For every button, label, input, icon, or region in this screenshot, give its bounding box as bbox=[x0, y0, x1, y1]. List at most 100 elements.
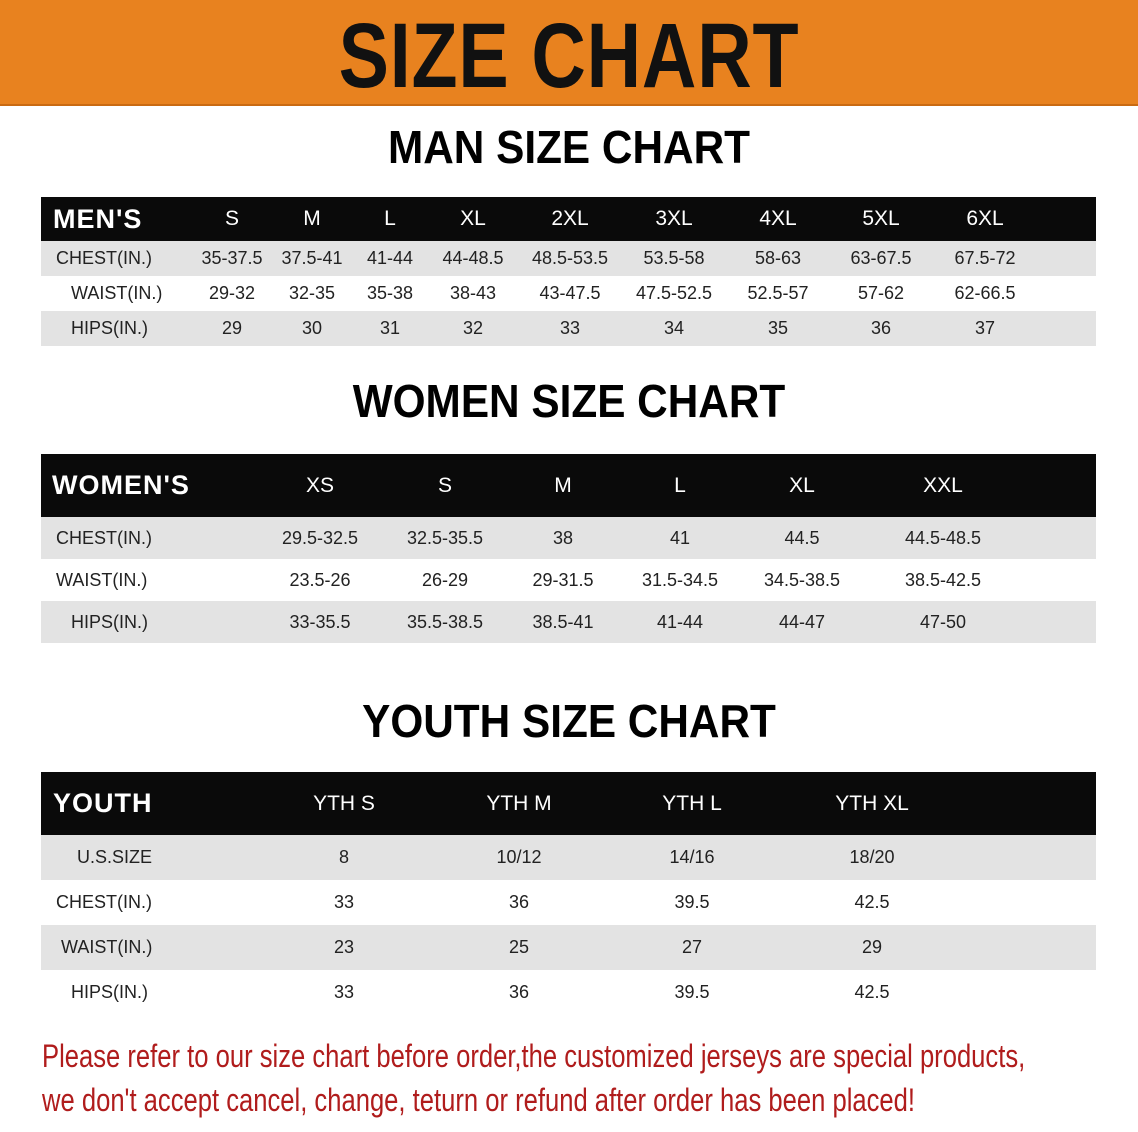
measurement-value: 23 bbox=[333, 937, 355, 957]
measurement-value: 47-50 bbox=[919, 611, 967, 632]
measurement-value: 53.5-58 bbox=[643, 248, 705, 268]
men-section-title: MAN SIZE CHART bbox=[387, 121, 751, 173]
women-section-title: WOMEN SIZE CHART bbox=[352, 375, 786, 427]
size-header-cell: L bbox=[384, 207, 396, 230]
measurement-value: 27 bbox=[681, 937, 703, 957]
size-header-cell: 5XL bbox=[862, 207, 900, 230]
measurement-label: CHEST(IN.) bbox=[56, 248, 152, 268]
men-size-table: MEN'S S M L XL 2XL 3XL 4XL 5XL 6XL CHEST(IN.) 35-37… bbox=[41, 197, 1096, 346]
measurement-value: 39.5 bbox=[674, 982, 710, 1002]
table-header-row: WOMEN'S XS S M L XL XXL bbox=[41, 454, 1096, 517]
measurement-value: 32-35 bbox=[288, 283, 336, 303]
measurement-value: 33 bbox=[559, 318, 581, 338]
banner-title: SIZE CHART bbox=[338, 5, 800, 107]
banner: SIZE CHART bbox=[0, 0, 1138, 107]
measurement-value: 10/12 bbox=[496, 847, 542, 867]
measurement-value: 30 bbox=[301, 318, 323, 338]
measurement-label: CHEST(IN.) bbox=[56, 527, 152, 548]
measurement-value: 44-48.5 bbox=[442, 248, 504, 268]
size-header-cell: M bbox=[554, 473, 572, 497]
measurement-label: U.S.SIZE bbox=[77, 847, 153, 867]
measurement-value: 48.5-53.5 bbox=[531, 248, 609, 268]
measurement-value: 33 bbox=[333, 982, 355, 1002]
measurement-value: 34.5-38.5 bbox=[763, 569, 841, 590]
measurement-value: 47.5-52.5 bbox=[635, 283, 713, 303]
measurement-value: 42.5 bbox=[854, 982, 890, 1002]
measurement-value: 67.5-72 bbox=[954, 248, 1016, 268]
table-header-row: YOUTH YTH S YTH M YTH L YTH XL bbox=[41, 772, 1096, 835]
table-title-cell: MEN'S bbox=[53, 203, 143, 234]
table-title-cell: WOMEN'S bbox=[52, 470, 190, 500]
size-header-cell: XL bbox=[460, 207, 486, 230]
table-header-row: MEN'S S M L XL 2XL 3XL 4XL 5XL 6XL bbox=[41, 197, 1096, 241]
measurement-label: HIPS(IN.) bbox=[71, 611, 149, 632]
measurement-label: WAIST(IN.) bbox=[61, 937, 153, 957]
measurement-label: WAIST(IN.) bbox=[71, 283, 163, 303]
measurement-value: 32.5-35.5 bbox=[406, 527, 484, 548]
measurement-value: 31 bbox=[379, 318, 401, 338]
table-row: HIPS(IN.) 29 30 31 32 33 34 35 36 37 bbox=[41, 311, 1096, 346]
measurement-value: 36 bbox=[508, 982, 530, 1002]
size-header-cell: 2XL bbox=[551, 207, 589, 230]
measurement-value: 29 bbox=[861, 937, 883, 957]
measurement-value: 38.5-42.5 bbox=[904, 569, 982, 590]
measurement-value: 34 bbox=[663, 318, 685, 338]
measurement-value: 8 bbox=[338, 847, 350, 867]
measurement-value: 35.5-38.5 bbox=[406, 611, 484, 632]
measurement-value: 41-44 bbox=[656, 611, 704, 632]
table-row: WAIST(IN.) 29-32 32-35 35-38 38-43 43-47.5 47.… bbox=[41, 276, 1096, 311]
measurement-value: 44.5 bbox=[784, 527, 820, 548]
measurement-value: 35 bbox=[767, 318, 789, 338]
footer-notice-line-1: Please refer to our size chart before or… bbox=[42, 1038, 1026, 1074]
size-header-cell: XS bbox=[305, 473, 335, 497]
women-size-table: WOMEN'S XS S M L XL XXL CHEST(IN.) 29.5-32.5 32.5… bbox=[41, 454, 1096, 643]
measurement-value: 41 bbox=[669, 527, 691, 548]
size-header-cell: XXL bbox=[923, 473, 963, 497]
measurement-value: 33 bbox=[333, 892, 355, 912]
measurement-value: 38 bbox=[552, 527, 574, 548]
youth-section-title: YOUTH SIZE CHART bbox=[362, 695, 776, 747]
table-row: WAIST(IN.) 23.5-26 26-29 29-31.5 31.5-34.5 34… bbox=[41, 559, 1096, 601]
table-row: HIPS(IN.) 33 36 39.5 42.5 bbox=[41, 970, 1096, 1015]
measurement-value: 38.5-41 bbox=[532, 611, 594, 632]
measurement-value: 29.5-32.5 bbox=[281, 527, 359, 548]
measurement-label: HIPS(IN.) bbox=[71, 318, 149, 338]
table-row: CHEST(IN.) 35-37.5 37.5-41 41-44 44-48.5 48.5… bbox=[41, 241, 1096, 276]
table-row: CHEST(IN.) 33 36 39.5 42.5 bbox=[41, 880, 1096, 925]
measurement-value: 44-47 bbox=[778, 611, 826, 632]
measurement-value: 36 bbox=[508, 892, 530, 912]
measurement-label: WAIST(IN.) bbox=[56, 569, 148, 590]
size-header-cell: S bbox=[437, 473, 453, 497]
measurement-value: 36 bbox=[870, 318, 892, 338]
measurement-value: 35-38 bbox=[366, 283, 414, 303]
measurement-value: 18/20 bbox=[849, 847, 895, 867]
size-header-cell: YTH L bbox=[662, 791, 722, 815]
measurement-value: 63-67.5 bbox=[850, 248, 912, 268]
measurement-value: 39.5 bbox=[674, 892, 710, 912]
measurement-label: CHEST(IN.) bbox=[56, 892, 152, 912]
measurement-value: 25 bbox=[508, 937, 530, 957]
table-row: WAIST(IN.) 23 25 27 29 bbox=[41, 925, 1096, 970]
size-header-cell: 3XL bbox=[655, 207, 693, 230]
size-header-cell: L bbox=[674, 473, 686, 497]
measurement-value: 29-32 bbox=[208, 283, 256, 303]
measurement-value: 41-44 bbox=[366, 248, 414, 268]
measurement-value: 14/16 bbox=[669, 847, 715, 867]
measurement-value: 52.5-57 bbox=[747, 283, 809, 303]
measurement-value: 44.5-48.5 bbox=[904, 527, 982, 548]
measurement-value: 29 bbox=[221, 318, 243, 338]
measurement-value: 26-29 bbox=[421, 569, 469, 590]
measurement-value: 43-47.5 bbox=[539, 283, 601, 303]
measurement-label: HIPS(IN.) bbox=[71, 982, 149, 1002]
measurement-value: 32 bbox=[462, 318, 484, 338]
measurement-value: 37 bbox=[974, 318, 996, 338]
measurement-value: 33-35.5 bbox=[289, 611, 351, 632]
measurement-value: 35-37.5 bbox=[201, 248, 263, 268]
measurement-value: 57-62 bbox=[857, 283, 905, 303]
table-title-cell: YOUTH bbox=[53, 788, 153, 818]
measurement-value: 23.5-26 bbox=[289, 569, 351, 590]
size-header-cell: YTH M bbox=[486, 791, 552, 815]
footer-notice-line-2: we don't accept cancel, change, teturn o… bbox=[42, 1082, 915, 1118]
measurement-value: 31.5-34.5 bbox=[641, 569, 719, 590]
size-header-cell: S bbox=[224, 207, 240, 230]
